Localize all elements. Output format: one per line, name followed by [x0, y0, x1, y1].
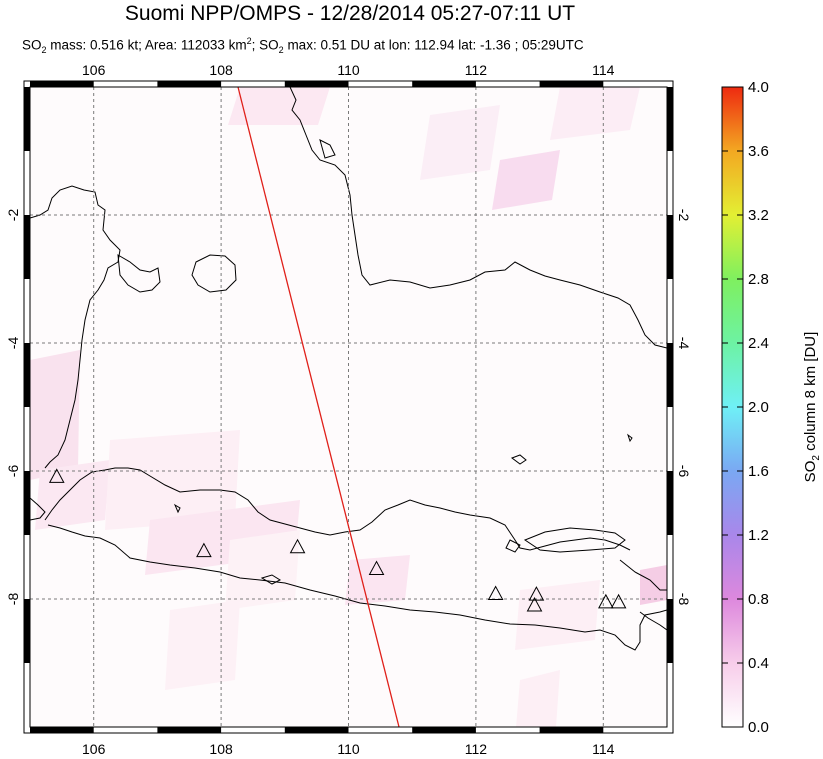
- coastlines: [30, 87, 667, 651]
- border-bar-left: [24, 471, 30, 535]
- lon-tick-top-112: 112: [465, 62, 488, 78]
- colorbar-ticks: 4.0 3.6 3.2 2.8 2.4 2.0 1.6 1.2 0.8 0.4 0.0: [722, 79, 769, 736]
- lat-tick-right--4: -4: [676, 337, 692, 350]
- orbit-track: [237, 86, 400, 728]
- axis-tick-labels: 106 106 108 108 110 110 112 112 114 114 -2 -2 -4 -4 -6…: [5, 62, 692, 757]
- lat-tick-left--8: -8: [5, 593, 21, 606]
- map-border-bars: [23, 80, 674, 734]
- volcano-icon: [487, 585, 504, 601]
- volcano-icon: [48, 468, 65, 483]
- border-bar-top: [30, 81, 94, 87]
- lon-tick-top-110: 110: [337, 62, 360, 78]
- lat-tick-left--2: -2: [5, 209, 21, 222]
- border-bar-right: [667, 215, 673, 279]
- volcano-icon: [289, 538, 306, 554]
- border-bar-top: [539, 81, 604, 87]
- border-bar-bottom: [284, 727, 349, 733]
- colorbar-tick-1.6: 1.6: [748, 463, 769, 480]
- lat-tick-right--6: -6: [676, 465, 692, 478]
- lon-tick-bottom-114: 114: [592, 741, 615, 757]
- lat-tick-left--4: -4: [5, 337, 21, 350]
- lon-tick-top-106: 106: [82, 62, 106, 78]
- border-bar-right: [667, 599, 673, 663]
- colorbar-tick-0.4: 0.4: [748, 655, 769, 672]
- map-subtitle: SO2 mass: 0.516 kt; Area: 112033 km2; SO…: [22, 36, 584, 56]
- lon-tick-bottom-110: 110: [337, 741, 360, 757]
- lon-tick-bottom-112: 112: [465, 741, 488, 757]
- colorbar-tick-3.2: 3.2: [748, 207, 769, 224]
- volcano-icon: [526, 596, 543, 612]
- border-bar-left: [24, 343, 30, 407]
- map-title: Suomi NPP/OMPS - 12/28/2014 05:27-07:11 …: [124, 2, 576, 25]
- colorbar-tick-0.8: 0.8: [748, 591, 769, 608]
- lon-tick-top-114: 114: [592, 62, 615, 78]
- lat-tick-right--2: -2: [676, 209, 692, 222]
- colorbar-label: SO2 column 8 km [DU]: [802, 332, 822, 483]
- colorbar-tick-4.0: 4.0: [748, 79, 769, 96]
- volcano-icon: [610, 593, 627, 609]
- outer-frame: [23, 80, 674, 734]
- border-bar-bottom: [539, 727, 604, 733]
- lon-tick-bottom-108: 108: [209, 741, 233, 757]
- volcano-icon: [598, 593, 614, 609]
- border-bar-right: [667, 471, 673, 535]
- volcano-icon: [528, 586, 545, 601]
- colorbar-tick-2.8: 2.8: [748, 271, 769, 288]
- border-bar-top: [412, 81, 476, 87]
- border-bar-top: [157, 81, 222, 87]
- border-bar-left: [24, 599, 30, 663]
- border-bar-left: [24, 87, 30, 151]
- lat-tick-right--8: -8: [676, 593, 692, 606]
- volcano-markers: [48, 468, 627, 612]
- border-bar-right: [667, 343, 673, 407]
- volcano-icon: [368, 560, 385, 576]
- border-bar-bottom: [30, 727, 94, 733]
- colorbar-tick-3.6: 3.6: [748, 143, 769, 160]
- lon-tick-top-108: 108: [209, 62, 233, 78]
- lat-tick-left--6: -6: [5, 465, 21, 478]
- border-bar-bottom: [157, 727, 222, 733]
- border-bar-right: [667, 87, 673, 151]
- colorbar-tick-2.4: 2.4: [748, 335, 769, 352]
- border-bar-bottom: [412, 727, 476, 733]
- colorbar-tick-2.0: 2.0: [748, 399, 769, 416]
- border-bar-top: [284, 81, 349, 87]
- volcano-icon: [196, 542, 212, 558]
- graticule: [30, 87, 667, 727]
- lon-tick-bottom-106: 106: [82, 741, 106, 757]
- border-bar-left: [24, 215, 30, 279]
- colorbar-tick-0.0: 0.0: [748, 719, 769, 736]
- colorbar-tick-1.2: 1.2: [748, 527, 769, 544]
- so2-pixels: [30, 87, 667, 727]
